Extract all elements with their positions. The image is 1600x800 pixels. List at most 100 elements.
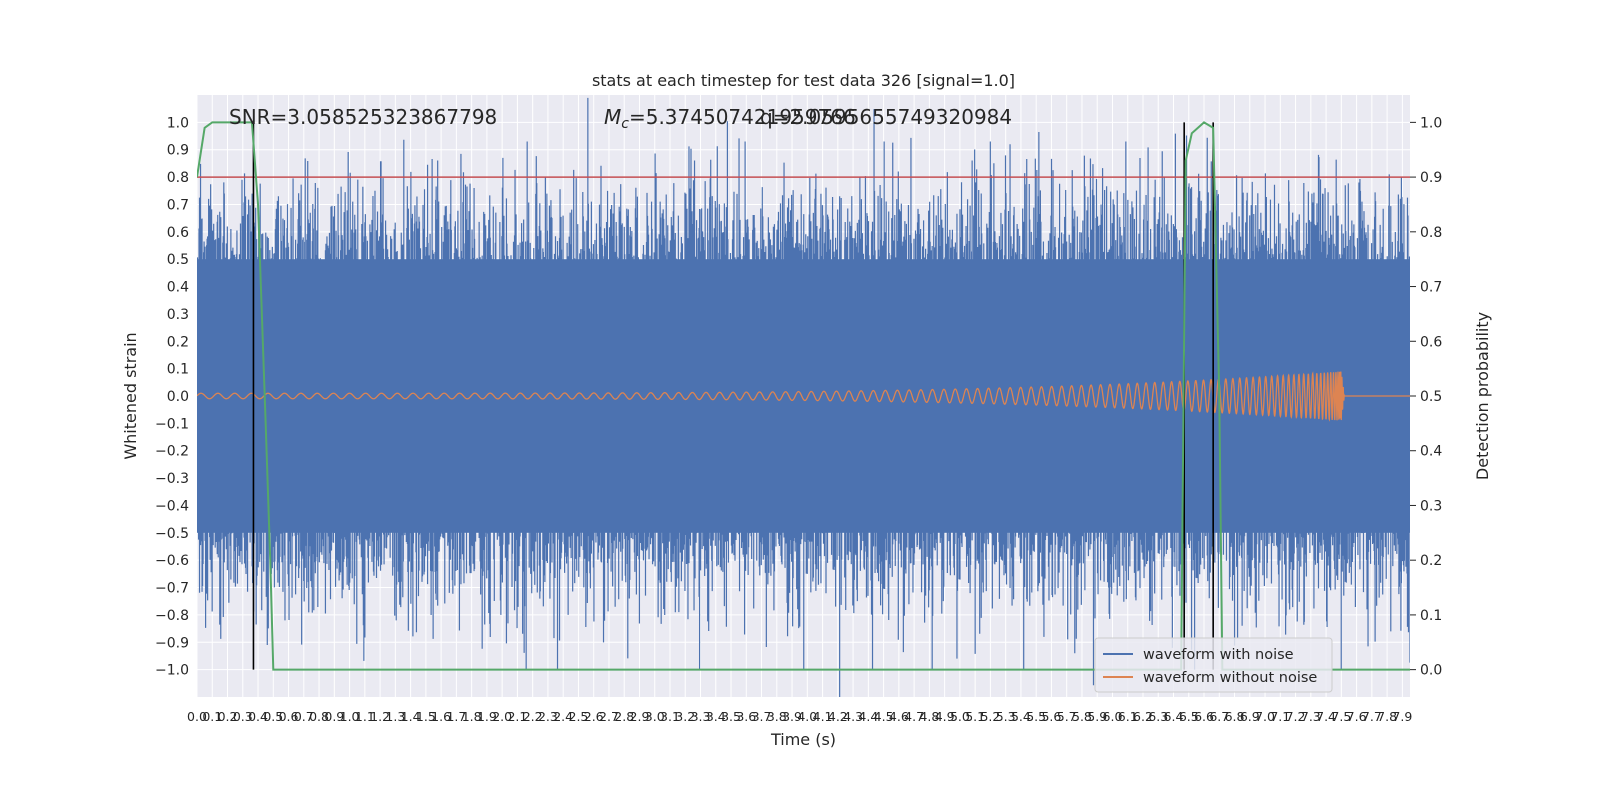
annotation-mc-subscript: c xyxy=(621,116,629,132)
y-right-tick-label: 0.4 xyxy=(1420,444,1442,460)
legend: waveform with noise waveform without noi… xyxy=(1094,637,1333,693)
y-right-tick-label: 1.0 xyxy=(1420,115,1442,131)
x-tick-label: 0.4 xyxy=(248,709,268,724)
x-tick-label: 5.0 xyxy=(950,709,970,724)
y-tick-label: 1.0 xyxy=(167,115,189,131)
x-tick-label: 3.3 xyxy=(691,709,711,724)
y-tick-label: 0.7 xyxy=(167,197,189,213)
x-tick-label: 4.0 xyxy=(797,709,817,724)
x-tick-label: 5.4 xyxy=(1011,709,1031,724)
x-tick-label: 0.1 xyxy=(202,709,222,724)
x-tick-label: 2.4 xyxy=(553,709,573,724)
x-tick-label: 0.6 xyxy=(279,709,299,724)
y-right-tick-label: 0.5 xyxy=(1420,389,1442,405)
series-line-waveform-without-noise xyxy=(197,371,1410,422)
y-right-tick-label: 0.6 xyxy=(1420,334,1442,350)
y-tick-label: 0.0 xyxy=(167,389,189,405)
x-tick-label: 2.7 xyxy=(599,709,619,724)
legend-box xyxy=(1094,637,1333,693)
x-tick-label: 4.3 xyxy=(843,709,863,724)
x-tick-label: 5.8 xyxy=(1072,709,1092,724)
x-tick-label: 6.2 xyxy=(1133,709,1153,724)
x-tick-label: 3.7 xyxy=(752,709,772,724)
x-tick-label: 3.9 xyxy=(782,709,802,724)
x-tick-label: 0.8 xyxy=(309,709,329,724)
annotation-snr: SNR=3.058525323867798 xyxy=(229,105,497,129)
x-tick-label: 2.9 xyxy=(630,709,650,724)
x-tick-label: 7.4 xyxy=(1316,709,1336,724)
legend-label-waveform-with-noise: waveform with noise xyxy=(1143,647,1294,663)
x-tick-label: 6.4 xyxy=(1164,709,1184,724)
y-tick-label: −0.3 xyxy=(155,471,189,487)
plot-clip-group xyxy=(197,97,1410,697)
x-tick-label: 7.5 xyxy=(1331,709,1351,724)
annotation-mc-value: =5.374507421959766 xyxy=(629,105,856,129)
x-tick-label: 7.2 xyxy=(1286,709,1306,724)
y-right-tick-label: 0.1 xyxy=(1420,608,1442,624)
x-axis-label: Time (s) xyxy=(770,730,836,749)
annotation-mc-symbol: M xyxy=(604,105,621,129)
x-tick-label: 2.0 xyxy=(492,709,512,724)
x-tick-label: 0.2 xyxy=(218,709,238,724)
x-tick-label: 4.9 xyxy=(935,709,955,724)
x-tick-label: 0.9 xyxy=(324,709,344,724)
x-tick-label: 6.0 xyxy=(1103,709,1123,724)
x-tick-label: 5.7 xyxy=(1057,709,1077,724)
x-tick-label: 6.6 xyxy=(1194,709,1214,724)
x-tick-label: 5.5 xyxy=(1026,709,1046,724)
y-tick-label: −0.9 xyxy=(155,635,189,651)
x-tick-label: 4.8 xyxy=(919,709,939,724)
x-tick-label: 4.5 xyxy=(874,709,894,724)
x-tick-label: 2.3 xyxy=(538,709,558,724)
x-tick-label: 7.9 xyxy=(1392,709,1412,724)
x-tick-label: 2.2 xyxy=(523,709,543,724)
y-right-tick-label: 0.8 xyxy=(1420,225,1442,241)
y-tick-label: 0.1 xyxy=(167,362,189,378)
x-tick-label: 5.1 xyxy=(965,709,985,724)
y-axis-left-ticks: 1.0 0.9 0.8 0.7 0.6 0.5 0.4 0.3 0.2 0.1 0.0 −0.1 −0.… xyxy=(155,115,189,678)
noise-band-core xyxy=(197,259,1410,533)
x-tick-label: 2.8 xyxy=(614,709,634,724)
x-tick-label: 4.1 xyxy=(813,709,833,724)
x-tick-label: 7.7 xyxy=(1362,709,1382,724)
y-axis-right-label: Detection probability xyxy=(1473,312,1492,480)
x-tick-label: 3.0 xyxy=(645,709,665,724)
y-axis-left-label: Whitened strain xyxy=(121,332,140,459)
x-tick-label: 1.6 xyxy=(431,709,451,724)
x-tick-label: 5.2 xyxy=(980,709,1000,724)
y-right-tick-label: 0.3 xyxy=(1420,498,1442,514)
y-right-tick-label: 0.0 xyxy=(1420,663,1442,679)
x-tick-label: 7.8 xyxy=(1377,709,1397,724)
y-tick-label: −0.8 xyxy=(155,608,189,624)
x-tick-label: 3.5 xyxy=(721,709,741,724)
chart-title: stats at each timestep for test data 326… xyxy=(592,71,1015,90)
annotation-mass-ratio: q=2.0595655749320984 xyxy=(760,105,1012,129)
x-tick-label: 3.2 xyxy=(675,709,695,724)
y-tick-label: 0.4 xyxy=(167,280,189,296)
y-tick-label: −0.7 xyxy=(155,581,189,597)
y-tick-label: 0.5 xyxy=(167,252,189,268)
x-tick-label: 1.2 xyxy=(370,709,390,724)
x-tick-label: 6.9 xyxy=(1240,709,1260,724)
x-tick-label: 2.1 xyxy=(507,709,527,724)
x-tick-label: 1.5 xyxy=(416,709,436,724)
x-tick-label: 1.8 xyxy=(462,709,482,724)
y-tick-label: −0.2 xyxy=(155,444,189,460)
x-tick-label: 1.9 xyxy=(477,709,497,724)
x-tick-label: 1.3 xyxy=(385,709,405,724)
x-tick-label: 0.5 xyxy=(263,709,283,724)
y-axis-right-ticks: 1.0 0.9 0.8 0.7 0.6 0.5 0.4 0.3 0.2 0.1 0.0 xyxy=(1410,115,1442,679)
y-tick-label: 0.2 xyxy=(167,334,189,350)
x-tick-label: 3.6 xyxy=(736,709,756,724)
y-right-tick-label: 0.9 xyxy=(1420,170,1442,186)
x-tick-label: 5.9 xyxy=(1087,709,1107,724)
x-tick-label: 4.7 xyxy=(904,709,924,724)
legend-label-waveform-without-noise: waveform without noise xyxy=(1143,670,1317,686)
x-tick-label: 4.4 xyxy=(858,709,878,724)
x-tick-label: 3.8 xyxy=(767,709,787,724)
x-tick-label: 0.3 xyxy=(233,709,253,724)
x-tick-label: 5.6 xyxy=(1041,709,1061,724)
x-tick-label: 5.3 xyxy=(996,709,1016,724)
x-tick-label: 7.3 xyxy=(1301,709,1321,724)
